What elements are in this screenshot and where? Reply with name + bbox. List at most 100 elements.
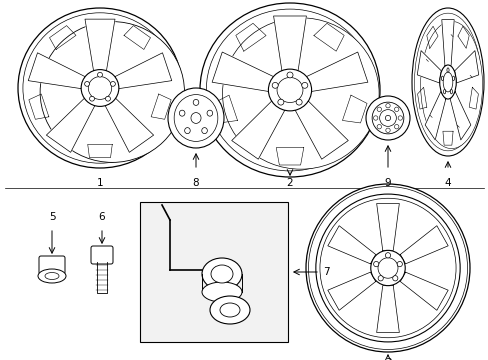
Polygon shape [212,52,273,91]
Polygon shape [449,92,470,140]
Ellipse shape [206,9,373,171]
Polygon shape [424,92,445,140]
Ellipse shape [202,282,242,302]
Polygon shape [295,101,347,159]
Polygon shape [441,20,453,66]
Polygon shape [28,53,85,89]
Ellipse shape [18,8,182,168]
Polygon shape [416,51,440,83]
FancyBboxPatch shape [39,256,65,274]
Text: 2: 2 [286,178,293,188]
Ellipse shape [365,96,409,140]
Ellipse shape [272,82,278,88]
Ellipse shape [184,128,190,134]
Ellipse shape [377,276,383,281]
Ellipse shape [442,72,452,92]
Ellipse shape [38,269,66,283]
Ellipse shape [370,250,405,285]
Ellipse shape [110,81,115,86]
Ellipse shape [210,265,232,283]
Text: 8: 8 [192,178,199,188]
Ellipse shape [305,184,469,352]
FancyBboxPatch shape [91,246,113,264]
Ellipse shape [373,116,377,120]
Polygon shape [273,16,306,71]
Ellipse shape [446,68,448,72]
Ellipse shape [319,198,455,338]
Ellipse shape [315,194,459,342]
Ellipse shape [451,76,454,81]
Polygon shape [231,101,284,159]
Ellipse shape [277,77,303,103]
Polygon shape [327,272,375,310]
Polygon shape [327,226,375,264]
Ellipse shape [174,95,217,141]
Ellipse shape [439,65,455,99]
Polygon shape [454,51,478,83]
Ellipse shape [97,72,102,77]
Polygon shape [115,53,171,89]
Ellipse shape [222,18,378,169]
Ellipse shape [449,89,451,94]
Ellipse shape [40,22,184,162]
Text: 4: 4 [444,178,450,188]
Ellipse shape [89,96,94,101]
Ellipse shape [200,3,379,177]
Ellipse shape [376,125,381,129]
Text: 7: 7 [323,267,329,277]
Text: 6: 6 [99,212,105,222]
Ellipse shape [371,102,403,134]
Polygon shape [306,52,367,91]
Ellipse shape [286,72,292,78]
Ellipse shape [277,99,284,105]
Ellipse shape [376,107,381,112]
Ellipse shape [296,99,302,105]
Ellipse shape [209,296,249,324]
Polygon shape [85,19,115,71]
Ellipse shape [420,21,482,149]
Ellipse shape [397,116,402,120]
Ellipse shape [443,89,445,94]
Ellipse shape [301,82,307,88]
Ellipse shape [308,186,467,350]
Ellipse shape [105,96,110,101]
Ellipse shape [441,76,443,81]
Polygon shape [400,226,447,264]
Polygon shape [376,286,399,333]
Ellipse shape [193,99,199,105]
Ellipse shape [411,8,483,156]
Polygon shape [46,98,95,152]
Text: 3: 3 [384,358,390,360]
Ellipse shape [396,261,402,267]
Ellipse shape [220,303,240,317]
Ellipse shape [385,128,389,132]
Ellipse shape [379,110,396,126]
Ellipse shape [373,261,378,267]
Ellipse shape [392,276,397,281]
Text: 5: 5 [49,212,55,222]
Ellipse shape [179,110,184,116]
Ellipse shape [385,103,389,108]
Text: 9: 9 [384,178,390,188]
Ellipse shape [81,69,119,107]
Ellipse shape [84,81,89,86]
Ellipse shape [23,13,177,163]
Ellipse shape [414,13,481,151]
Ellipse shape [191,113,201,123]
Ellipse shape [385,253,390,258]
Ellipse shape [394,125,398,129]
Ellipse shape [45,273,59,279]
Ellipse shape [202,128,207,134]
Text: 1: 1 [97,178,103,188]
Ellipse shape [394,107,398,112]
Ellipse shape [377,258,397,278]
Ellipse shape [202,258,242,290]
Polygon shape [105,98,153,152]
Ellipse shape [88,77,111,99]
Polygon shape [376,203,399,250]
Ellipse shape [385,115,390,121]
Ellipse shape [206,110,212,116]
FancyBboxPatch shape [140,202,287,342]
Ellipse shape [268,69,311,111]
Ellipse shape [168,88,224,148]
